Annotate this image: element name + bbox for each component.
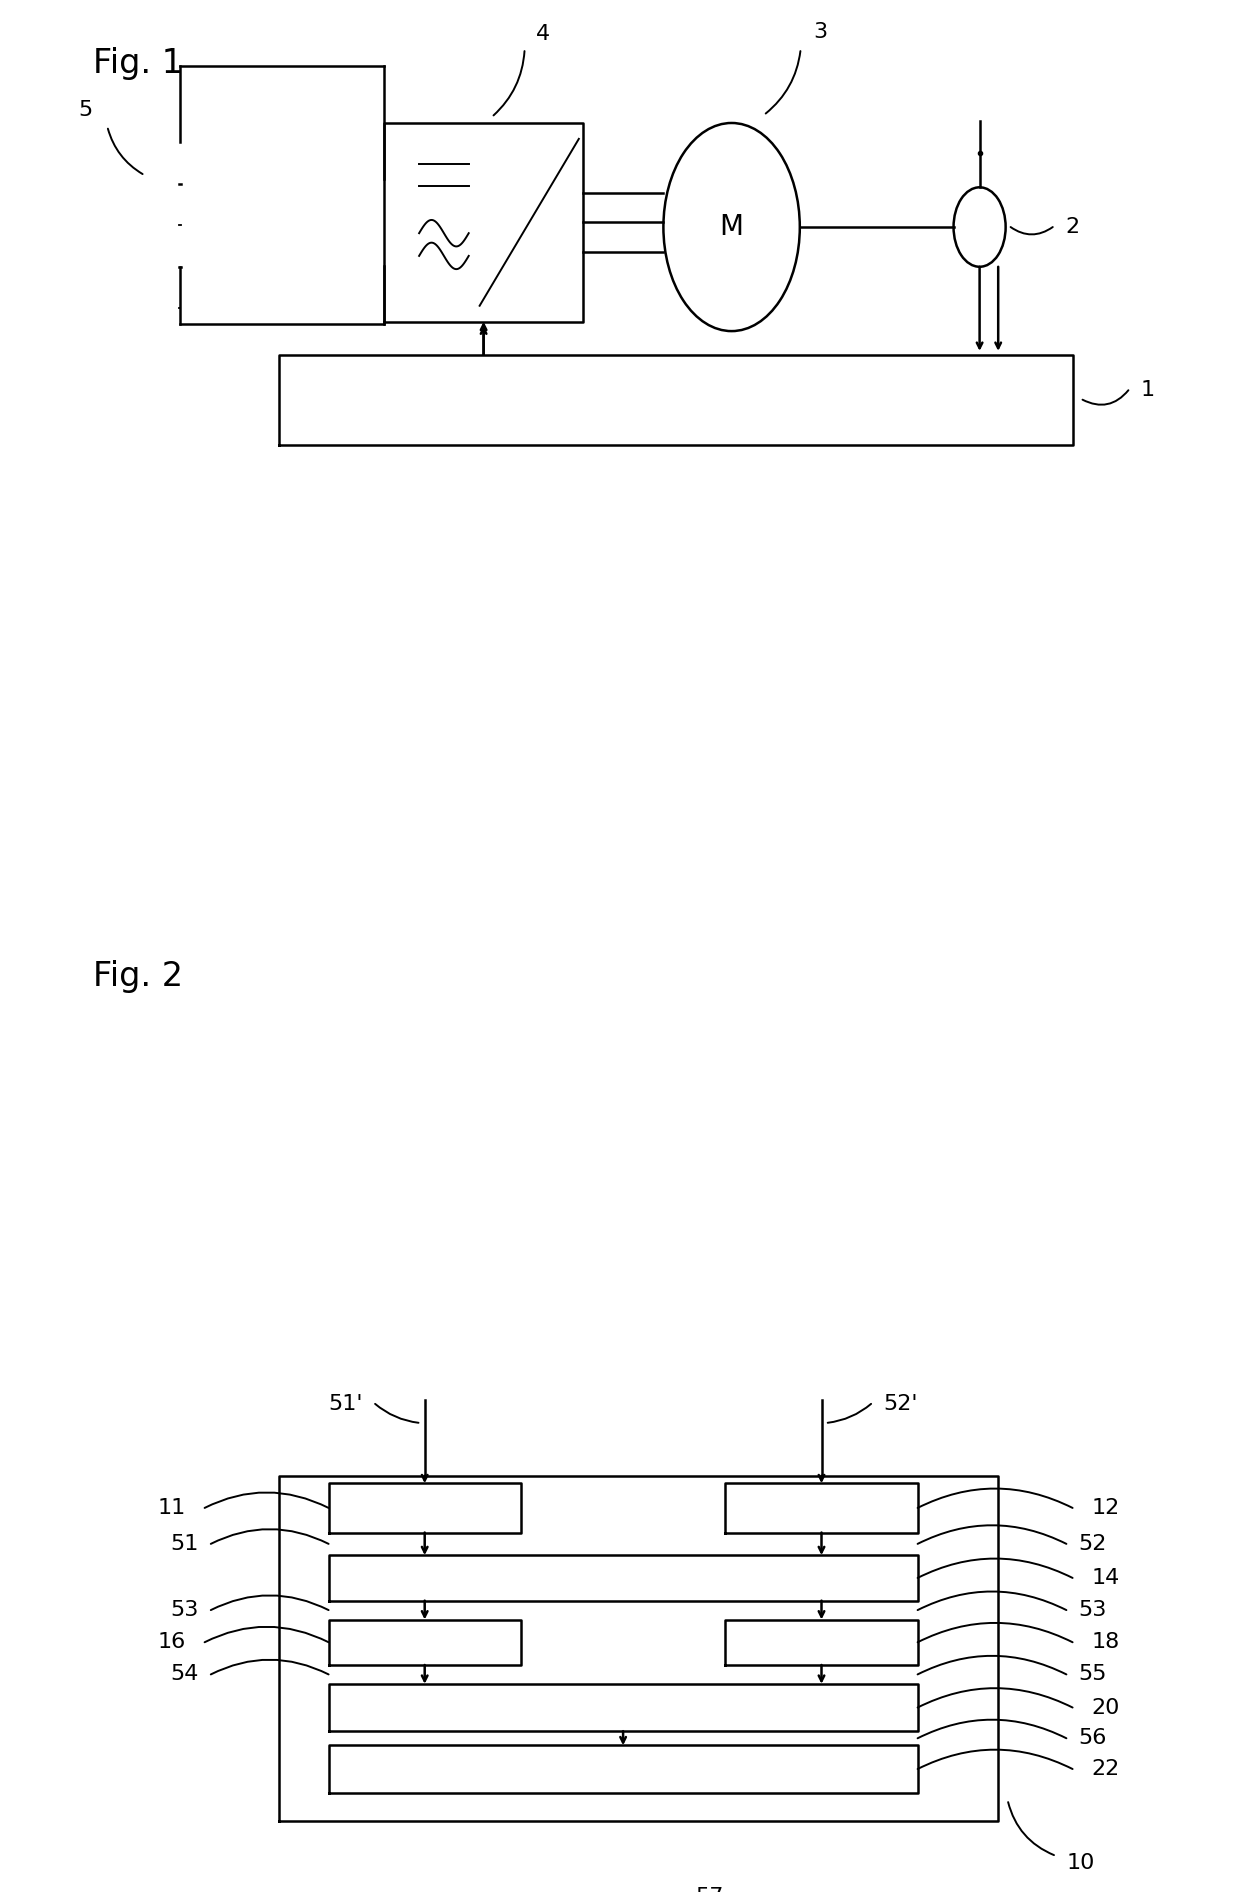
Text: 20: 20 — [1091, 1697, 1120, 1718]
Text: 52: 52 — [1079, 1534, 1107, 1553]
Text: 1: 1 — [1141, 380, 1154, 401]
Text: 2: 2 — [1065, 218, 1079, 236]
Text: Fig. 1: Fig. 1 — [93, 47, 184, 79]
Text: 54: 54 — [170, 1665, 198, 1684]
Text: 4: 4 — [536, 25, 549, 44]
Text: 12: 12 — [1091, 1498, 1120, 1517]
Text: 56: 56 — [1079, 1727, 1107, 1748]
Text: M: M — [719, 214, 744, 240]
Text: 51': 51' — [329, 1394, 363, 1413]
Text: 53: 53 — [170, 1601, 198, 1620]
Text: 10: 10 — [1066, 1852, 1095, 1873]
Text: 5: 5 — [79, 100, 93, 119]
Text: 51: 51 — [170, 1534, 198, 1553]
Text: 18: 18 — [1091, 1633, 1120, 1652]
Text: 52': 52' — [883, 1394, 918, 1413]
Text: 11: 11 — [157, 1498, 186, 1517]
Text: 14: 14 — [1091, 1568, 1120, 1587]
Text: 22: 22 — [1091, 1760, 1120, 1778]
Text: 53: 53 — [1079, 1601, 1107, 1620]
Text: 16: 16 — [157, 1633, 186, 1652]
Text: Fig. 2: Fig. 2 — [93, 961, 184, 993]
Text: 55: 55 — [1079, 1665, 1107, 1684]
Text: 3: 3 — [813, 23, 827, 42]
Text: 57: 57 — [694, 1886, 723, 1892]
